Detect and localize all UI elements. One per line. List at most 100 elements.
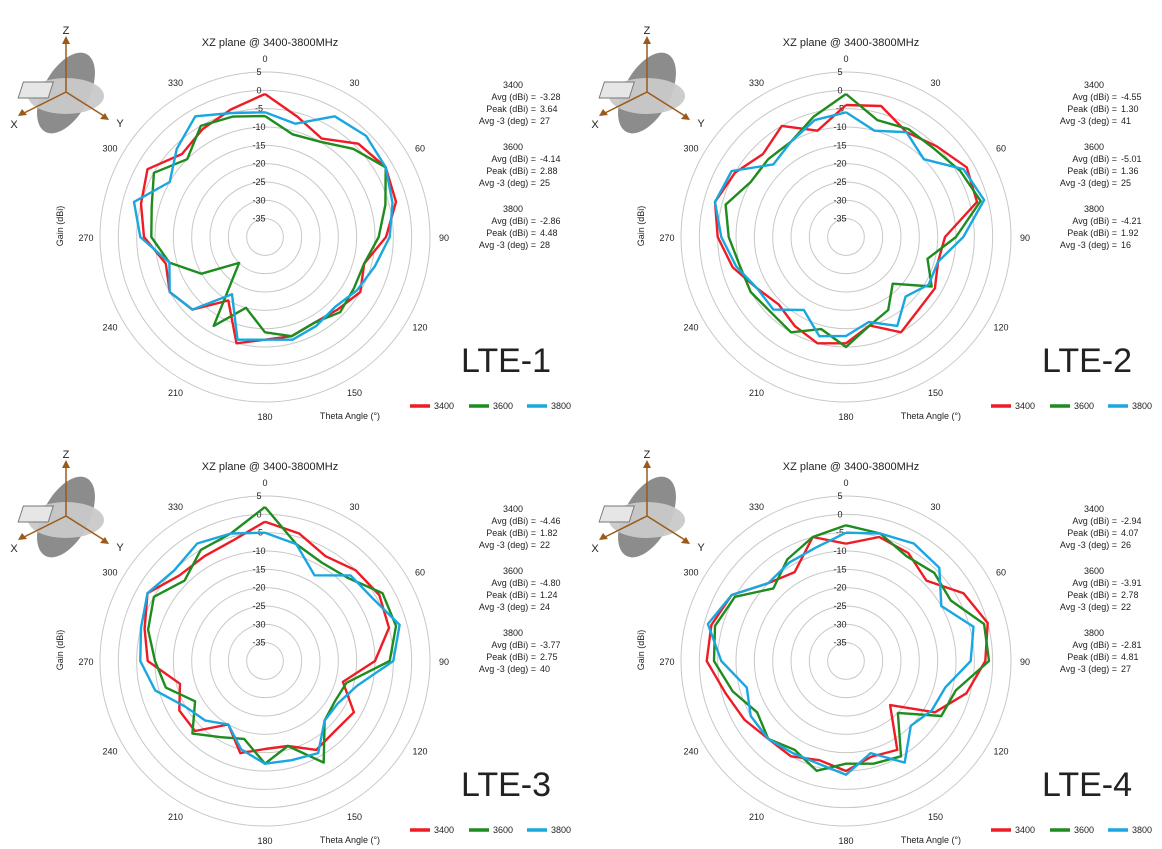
stats-label-avg: Avg (dBi) = bbox=[491, 516, 536, 526]
angle-tick-label: 240 bbox=[683, 323, 698, 333]
stats-label-peak: Peak (dBi) = bbox=[1067, 590, 1117, 600]
stats-label-bw: Avg -3 (deg) = bbox=[1060, 116, 1117, 126]
legend: 3400 3600 3800 bbox=[991, 401, 1152, 411]
angle-tick-label: 90 bbox=[1020, 233, 1030, 243]
x-axis-arrow-icon bbox=[604, 515, 648, 538]
x-axis-label: X bbox=[591, 119, 599, 131]
y-axis-label: Y bbox=[116, 542, 124, 554]
stats-value-peak-3600: 1.24 bbox=[540, 590, 558, 600]
device-box-icon bbox=[598, 505, 636, 523]
radial-tick-label: -5 bbox=[836, 104, 844, 114]
panel-label-lte-1: LTE-1 bbox=[461, 342, 551, 380]
chart-title: XZ plane @ 3400-3800MHz bbox=[202, 461, 339, 473]
angle-tick-label: 210 bbox=[749, 388, 764, 398]
stats-label-bw: Avg -3 (deg) = bbox=[479, 240, 536, 250]
angle-tick-label: 150 bbox=[928, 812, 943, 822]
grid-circle bbox=[246, 642, 284, 680]
angle-tick-label: 150 bbox=[928, 388, 943, 398]
panel-label-lte-3: LTE-3 bbox=[461, 766, 551, 804]
x-axis-label: Theta Angle (°) bbox=[901, 411, 961, 421]
legend-label-3400: 3400 bbox=[434, 401, 454, 411]
legend-label-3400: 3400 bbox=[1015, 825, 1035, 835]
series-line-3800 bbox=[706, 531, 975, 776]
stats-label-peak: Peak (dBi) = bbox=[1067, 104, 1117, 114]
grid-circle bbox=[772, 163, 920, 311]
stats-label-avg: Avg (dBi) = bbox=[1072, 640, 1117, 650]
stats-label-avg: Avg (dBi) = bbox=[1072, 92, 1117, 102]
legend: 3400 3600 3800 bbox=[410, 401, 571, 411]
stats-value-bw-3600: 25 bbox=[540, 178, 550, 188]
y-axis-label: Y bbox=[697, 542, 705, 554]
radial-tick-label: 5 bbox=[256, 491, 261, 501]
antenna-orientation-icon: Z X Y bbox=[10, 25, 124, 134]
angle-tick-label: 300 bbox=[102, 144, 117, 154]
radial-tick-label: -25 bbox=[833, 601, 846, 611]
angle-tick-label: 210 bbox=[749, 812, 764, 822]
grid-circle bbox=[117, 89, 413, 385]
stats-value-bw-3600: 22 bbox=[1121, 602, 1131, 612]
angle-tick-label: 0 bbox=[262, 54, 267, 64]
antenna-orientation-icon: Z X Y bbox=[591, 25, 705, 134]
radial-tick-label: -20 bbox=[252, 159, 265, 169]
angle-tick-label: 330 bbox=[168, 502, 183, 512]
legend-label-3600: 3600 bbox=[1074, 401, 1094, 411]
grid-circle bbox=[99, 71, 431, 403]
angle-tick-label: 60 bbox=[415, 568, 425, 578]
x-axis-arrowhead-icon bbox=[18, 533, 27, 540]
stats-frequency-3800: 3800 bbox=[1084, 204, 1104, 214]
stats-value-bw-3400: 41 bbox=[1121, 116, 1131, 126]
stats-frequency-3800: 3800 bbox=[503, 628, 523, 638]
radial-tick-label: 0 bbox=[837, 85, 842, 95]
polar-chart-lte-2: ZX YXZ plane @ 3400-3800MHz50-5-10-15-20-… bbox=[591, 25, 1152, 422]
angle-tick-label: 60 bbox=[415, 144, 425, 154]
angle-tick-label: 150 bbox=[347, 388, 362, 398]
stats-value-bw-3800: 40 bbox=[540, 664, 550, 674]
stats-label-peak: Peak (dBi) = bbox=[486, 228, 536, 238]
angle-tick-label: 180 bbox=[257, 412, 272, 422]
polar-grid bbox=[99, 71, 431, 403]
y-axis-arrowhead-icon bbox=[100, 537, 109, 544]
stats-label-avg: Avg (dBi) = bbox=[1072, 154, 1117, 164]
radial-tick-label: -30 bbox=[833, 195, 846, 205]
z-axis-label: Z bbox=[63, 25, 70, 37]
y-axis-label: Y bbox=[116, 118, 124, 130]
stats-value-peak-3400: 1.82 bbox=[540, 528, 558, 538]
stats-label-peak: Peak (dBi) = bbox=[1067, 166, 1117, 176]
grid-circle bbox=[191, 163, 339, 311]
stats-value-avg-3600: -4.14 bbox=[540, 154, 561, 164]
radial-tick-label: -10 bbox=[252, 122, 265, 132]
stats-value-avg-3400: -4.55 bbox=[1121, 92, 1142, 102]
chart-panel-lte-2: Z X Y XZ plane @ 3400-3800MHz 5 0 -5 -10 -15 -20-… bbox=[581, 0, 1162, 424]
chart-panel-lte-3: Z X Y XZ plane @ 3400-3800MHz 5 0 -5 -10 -15 -20-… bbox=[0, 424, 581, 848]
stats-value-avg-3800: -2.81 bbox=[1121, 640, 1142, 650]
series-line-3600 bbox=[146, 506, 398, 765]
grid-circle bbox=[209, 181, 321, 293]
stats-label-peak: Peak (dBi) = bbox=[486, 652, 536, 662]
radial-tick-label: -25 bbox=[252, 177, 265, 187]
x-axis-arrowhead-icon bbox=[599, 533, 608, 540]
series-line-3600 bbox=[712, 524, 991, 772]
radial-tick-label: -35 bbox=[833, 214, 846, 224]
angle-tick-label: 300 bbox=[102, 568, 117, 578]
grid-circle bbox=[209, 605, 321, 717]
z-axis-label: Z bbox=[63, 449, 70, 461]
stats-value-avg-3400: -3.28 bbox=[540, 92, 561, 102]
grid-circle bbox=[808, 623, 884, 699]
chart-panel-lte-4: Z X Y XZ plane @ 3400-3800MHz 5 0 -5 -10 -15 -20-… bbox=[581, 424, 1162, 848]
antenna-orientation-icon: Z X Y bbox=[591, 449, 705, 558]
chart-title: XZ plane @ 3400-3800MHz bbox=[202, 37, 339, 49]
stats-value-bw-3800: 28 bbox=[540, 240, 550, 250]
angle-tick-label: 60 bbox=[996, 568, 1006, 578]
x-axis-label: X bbox=[591, 543, 599, 555]
z-axis-arrowhead-icon bbox=[643, 36, 651, 44]
angle-tick-label: 90 bbox=[439, 657, 449, 667]
stats-frequency-3600: 3600 bbox=[503, 566, 523, 576]
radial-tick-label: -10 bbox=[252, 546, 265, 556]
stats-frequency-3800: 3800 bbox=[503, 204, 523, 214]
legend-label-3600: 3600 bbox=[493, 401, 513, 411]
stats-value-peak-3400: 1.30 bbox=[1121, 104, 1139, 114]
x-axis-label: X bbox=[10, 543, 18, 555]
radial-tick-label: -35 bbox=[252, 214, 265, 224]
radial-tick-label: -15 bbox=[833, 140, 846, 150]
angle-tick-label: 330 bbox=[749, 502, 764, 512]
